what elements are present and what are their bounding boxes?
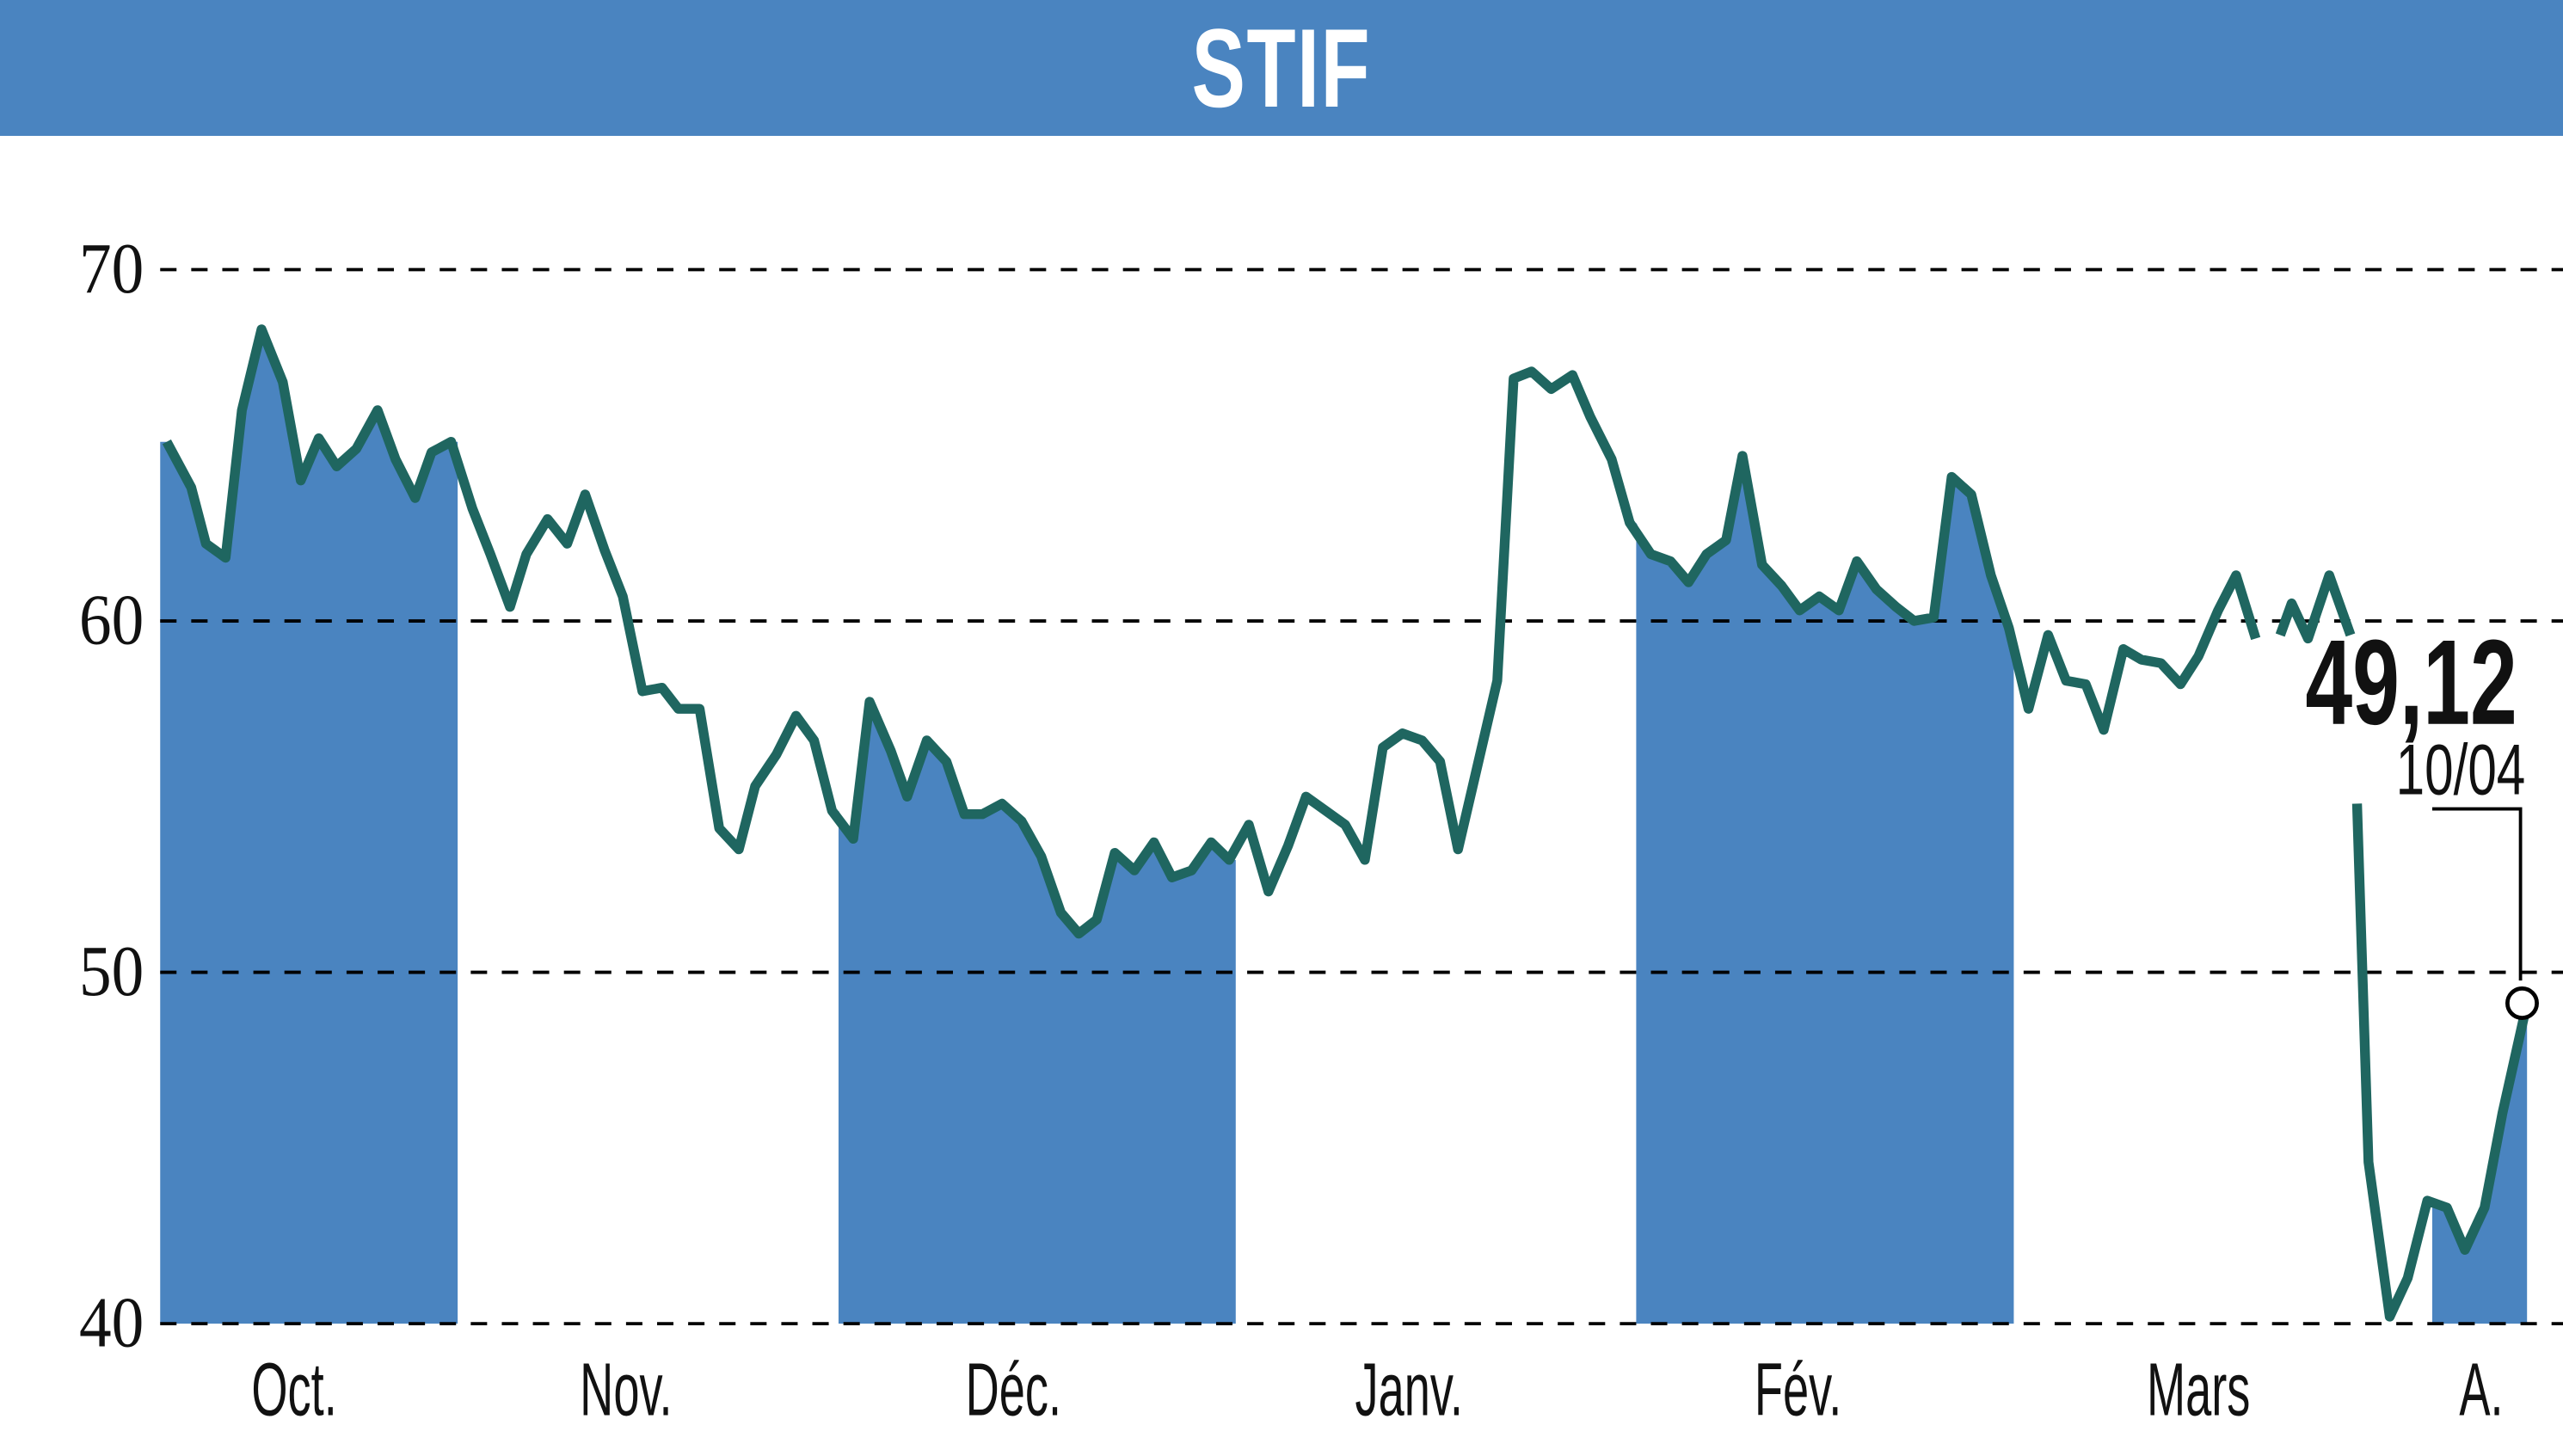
month-label: Fév. xyxy=(1755,1348,1841,1431)
y-tick-label: 40 xyxy=(79,1283,144,1362)
month-label: Nov. xyxy=(580,1348,672,1431)
last-value-marker xyxy=(2505,986,2539,1020)
y-tick-label: 50 xyxy=(79,932,144,1011)
month-label: Janv. xyxy=(1355,1348,1463,1431)
chart-title: STIF xyxy=(1191,5,1372,131)
month-label: Oct. xyxy=(251,1348,336,1431)
callout-line xyxy=(2431,807,2523,981)
title-banner: STIF xyxy=(0,0,2563,136)
last-date-label: 10/04 xyxy=(2396,730,2526,810)
month-label: A. xyxy=(2459,1348,2503,1431)
last-value-label: 49,12 xyxy=(2305,614,2517,750)
price-line xyxy=(162,324,2532,1322)
month-label: Déc. xyxy=(966,1348,1061,1431)
month-label: Mars xyxy=(2147,1348,2250,1431)
month-band-fv xyxy=(1636,456,2014,1324)
month-band-dc xyxy=(838,702,1236,1324)
y-tick-label: 60 xyxy=(79,581,144,660)
month-band-oct xyxy=(160,329,458,1324)
month-band-a xyxy=(2431,1003,2528,1324)
y-tick-label: 70 xyxy=(79,230,144,309)
